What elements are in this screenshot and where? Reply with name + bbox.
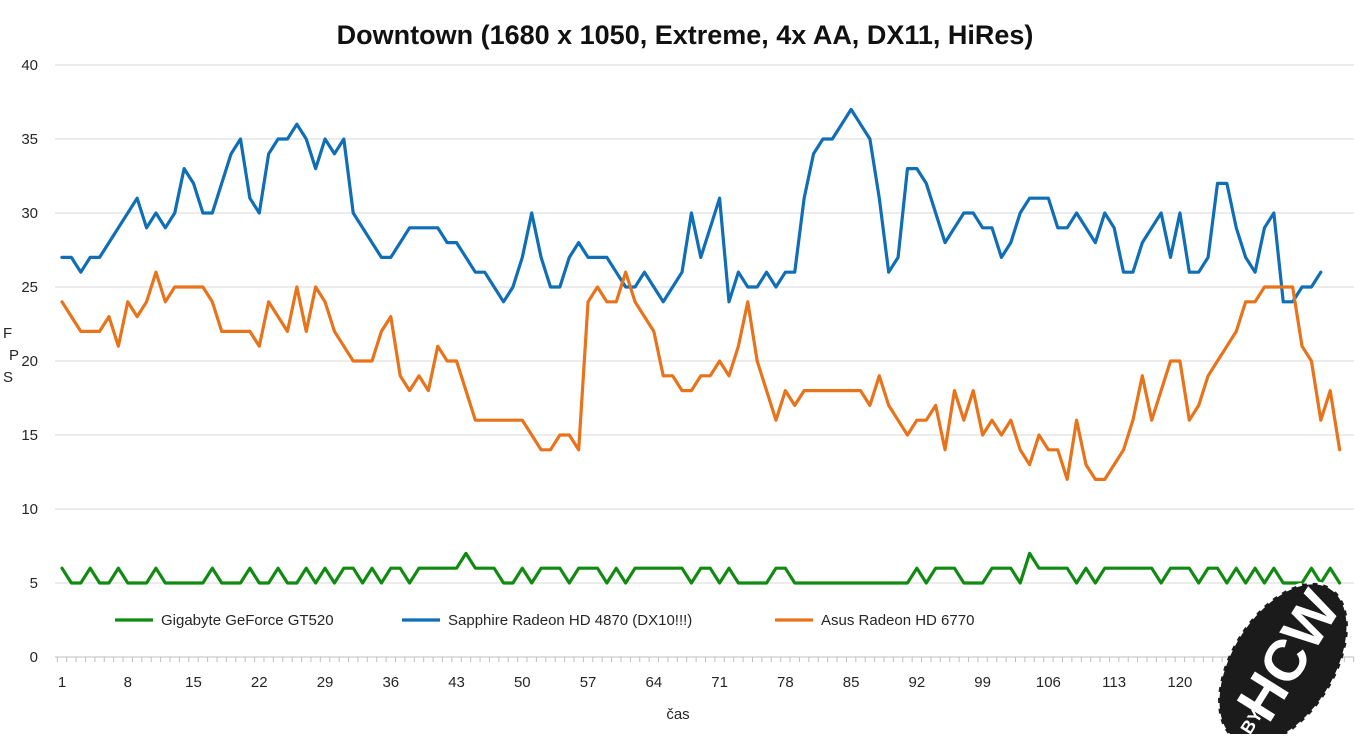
x-tick-label: 1 [58, 674, 66, 691]
x-tick-label: 57 [580, 674, 597, 691]
legend-label: Sapphire Radeon HD 4870 (DX10!!!) [448, 612, 692, 629]
y-tick-label: 35 [21, 131, 38, 148]
y-axis-ticks: 0 5 10 15 20 25 30 35 40 [21, 57, 38, 666]
series-line-2 [60, 107, 1323, 304]
y-tick-label: 25 [21, 279, 38, 296]
x-tick-label: 78 [777, 674, 794, 691]
watermark-logo: BY HCW [1216, 580, 1353, 739]
x-tick-label: 113 [1102, 674, 1126, 691]
x-axis-ticks: 1815222936435057647178859299106113120127… [58, 674, 1324, 691]
x-tick-label: 29 [317, 674, 334, 691]
y-tick-label: 5 [30, 575, 38, 592]
legend-backdrop [772, 606, 1032, 632]
x-tick-label: 50 [514, 674, 531, 691]
x-tick-label: 85 [843, 674, 860, 691]
x-tick-label: 71 [711, 674, 728, 691]
legend: Gigabyte GeForce GT520 Sapphire Radeon HD… [112, 606, 1032, 632]
legend-item: Sapphire Radeon HD 4870 (DX10!!!) [399, 606, 692, 632]
y-axis-title-letter: F [3, 325, 12, 342]
x-tick-label: 36 [382, 674, 399, 691]
legend-item: Gigabyte GeForce GT520 [112, 606, 372, 632]
series-line-3 [60, 270, 1342, 481]
x-tick-label: 22 [251, 674, 268, 691]
series-line-1 [60, 551, 1342, 585]
y-tick-label: 40 [21, 57, 38, 74]
y-tick-label: 10 [21, 501, 38, 518]
legend-label: Gigabyte GeForce GT520 [161, 612, 334, 629]
x-axis-title: čas [666, 706, 689, 723]
y-axis-title-letter: S [3, 369, 13, 386]
y-tick-label: 0 [30, 649, 38, 666]
x-axis [55, 656, 1355, 662]
y-axis-title-letter: P [9, 347, 19, 364]
chart-title: Downtown (1680 x 1050, Extreme, 4x AA, D… [337, 20, 1034, 50]
y-tick-label: 20 [21, 353, 38, 370]
y-tick-label: 15 [21, 427, 38, 444]
legend-backdrop [112, 606, 372, 632]
x-tick-label: 64 [645, 674, 662, 691]
x-tick-label: 8 [124, 674, 132, 691]
x-tick-label: 106 [1036, 674, 1061, 691]
legend-backdrop [399, 606, 659, 632]
gridlines [55, 64, 1354, 584]
x-tick-label: 99 [974, 674, 991, 691]
series-lines [60, 107, 1342, 585]
legend-label: Asus Radeon HD 6770 [821, 612, 974, 629]
y-tick-label: 30 [21, 205, 38, 222]
x-tick-label: 120 [1167, 674, 1192, 691]
x-tick-label: 43 [448, 674, 465, 691]
legend-item: Asus Radeon HD 6770 [772, 606, 1032, 632]
x-tick-label: 15 [185, 674, 202, 691]
x-tick-label: 92 [909, 674, 926, 691]
